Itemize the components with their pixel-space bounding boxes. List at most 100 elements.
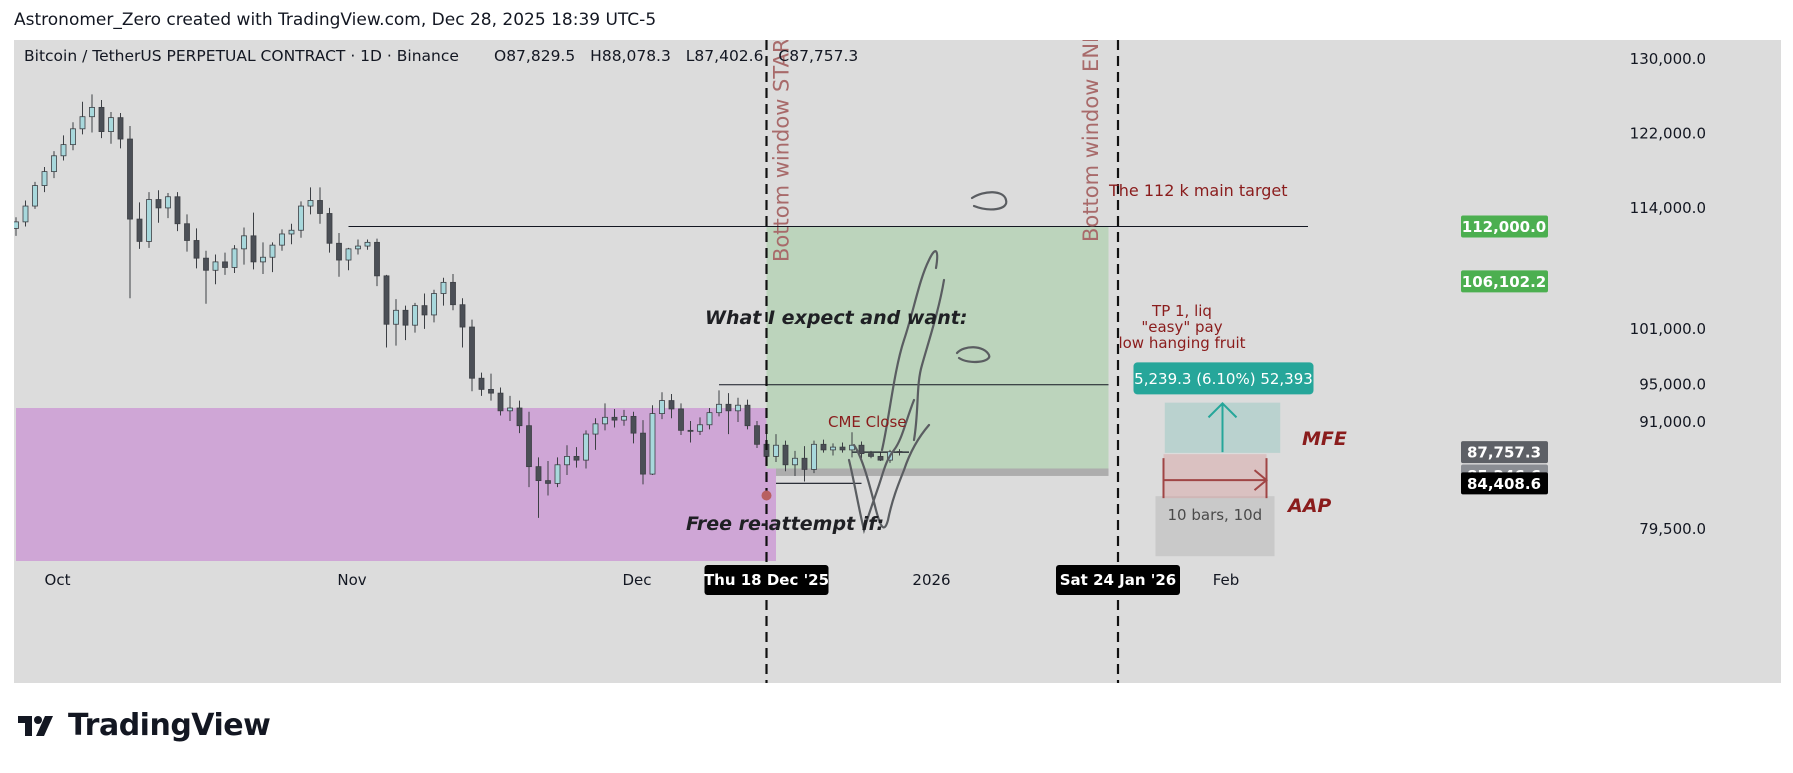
candle-body	[14, 221, 19, 229]
candle-body	[51, 155, 57, 173]
candle-body	[868, 453, 874, 457]
tradingview-logo[interactable]: TradingView	[18, 708, 271, 743]
candle-body	[564, 456, 570, 466]
bottom-window-label: Bottom window START	[770, 40, 794, 262]
price-badge-label: 87,757.3	[1467, 444, 1541, 462]
candle-body	[212, 261, 219, 271]
candle-body	[754, 425, 760, 445]
candle-body	[630, 415, 637, 434]
freehand-scribble	[970, 191, 1008, 211]
candle-body	[60, 144, 67, 157]
freehand-scribble	[955, 346, 991, 364]
candle-body	[279, 233, 285, 246]
candle-body	[526, 425, 532, 468]
candle-body	[317, 200, 323, 214]
freehand-scribble	[847, 398, 916, 535]
candle-body	[668, 400, 675, 410]
candle-body	[231, 248, 238, 268]
candle-body	[811, 443, 817, 470]
candle-body	[744, 404, 751, 427]
y-tick-label: 130,000.0	[1630, 50, 1706, 68]
ohlc-high: H88,078.3	[590, 47, 671, 65]
price-badge	[1461, 441, 1548, 464]
candle-body	[478, 377, 485, 390]
candle-body	[450, 281, 456, 306]
candle-body	[583, 433, 589, 461]
y-tick-label: 101,000.0	[1630, 320, 1706, 338]
range-shadow	[1155, 496, 1275, 557]
candle-body	[801, 457, 808, 470]
price-badge	[1461, 472, 1548, 495]
candle-body	[782, 444, 789, 466]
y-tick-label: 114,000.0	[1630, 199, 1706, 217]
target-zone	[766, 226, 1109, 469]
candle-body	[98, 106, 105, 132]
candle-body	[659, 400, 665, 414]
expect-annotation: What I expect and want:	[705, 307, 967, 329]
candle-body	[108, 117, 114, 132]
candle-body	[554, 464, 561, 484]
y-tick-label: 91,000.0	[1639, 413, 1706, 431]
candle-body	[697, 424, 703, 432]
candle-body	[421, 305, 428, 316]
x-tick-label: Oct	[45, 571, 71, 589]
chart-attribution: Astronomer_Zero created with TradingView…	[14, 10, 657, 30]
entry-dot	[761, 490, 772, 501]
candle-body	[611, 416, 618, 421]
candle-body	[820, 443, 827, 451]
x-tick-label: 2026	[912, 571, 950, 589]
range-label: 10 bars, 10d	[1168, 506, 1263, 524]
candle-body	[32, 185, 38, 207]
y-tick-label: 122,000.0	[1630, 124, 1706, 142]
candle-body	[374, 241, 380, 277]
candle-body	[355, 245, 361, 250]
price-chart[interactable]: Bottom window START Bottom window END 5,2…	[14, 40, 1781, 683]
target-annotation: The 112 k main target	[1108, 181, 1288, 200]
tp-annotation-line: "easy" pay	[1141, 318, 1222, 336]
date-badge	[1056, 565, 1180, 595]
accumulation-zone	[16, 408, 776, 561]
candle-body	[22, 205, 29, 223]
candle-body	[79, 116, 86, 130]
candle-body	[706, 412, 713, 426]
candle-body	[155, 199, 162, 209]
candle-body	[174, 196, 181, 225]
tp-annotation-line: TP 1, liq	[1151, 302, 1212, 320]
candle-body	[716, 403, 722, 414]
freehand-scribble	[852, 423, 931, 529]
candle-body	[241, 235, 247, 250]
x-tick-label: Nov	[337, 571, 366, 589]
candle-body	[573, 456, 580, 461]
reattempt-annotation: Free re-attempt if:	[686, 513, 884, 535]
freehand-scribble	[880, 250, 939, 452]
y-tick-label: 79,500.0	[1639, 520, 1706, 538]
candle-body	[70, 128, 76, 146]
candle-body	[792, 457, 798, 466]
candle-body	[687, 429, 694, 432]
ohlc-close: C87,757.3	[778, 47, 858, 65]
candle-body	[326, 213, 333, 244]
date-badge-label: Sat 24 Jan '26	[1060, 571, 1176, 589]
candle-body	[621, 415, 627, 421]
ohlc-readout: O87,829.5 H88,078.3 L87,402.6 C87,757.3	[494, 47, 858, 65]
candle-body	[592, 423, 599, 435]
candle-body	[127, 138, 133, 220]
candle-body	[383, 275, 390, 325]
tradingview-logo-icon	[18, 715, 53, 736]
candle-body	[602, 416, 608, 425]
candle-body	[431, 293, 437, 316]
candle-body	[535, 466, 542, 482]
bottom-window-label: Bottom window END	[1079, 40, 1103, 242]
candle-body	[117, 117, 124, 140]
mfe-annotation: MFE	[1302, 428, 1347, 450]
price-badge-label: 84,408.6	[1467, 475, 1541, 493]
candle-body	[298, 205, 304, 231]
candle-body	[649, 413, 656, 475]
candle-body	[858, 444, 865, 455]
candle-body	[877, 456, 884, 461]
price-badge	[1461, 215, 1548, 238]
candle-body	[725, 403, 732, 412]
measure-label: 5,239.3 (6.10%) 52,393	[1134, 370, 1313, 388]
candle-body	[307, 200, 314, 207]
candle-body	[345, 248, 352, 261]
